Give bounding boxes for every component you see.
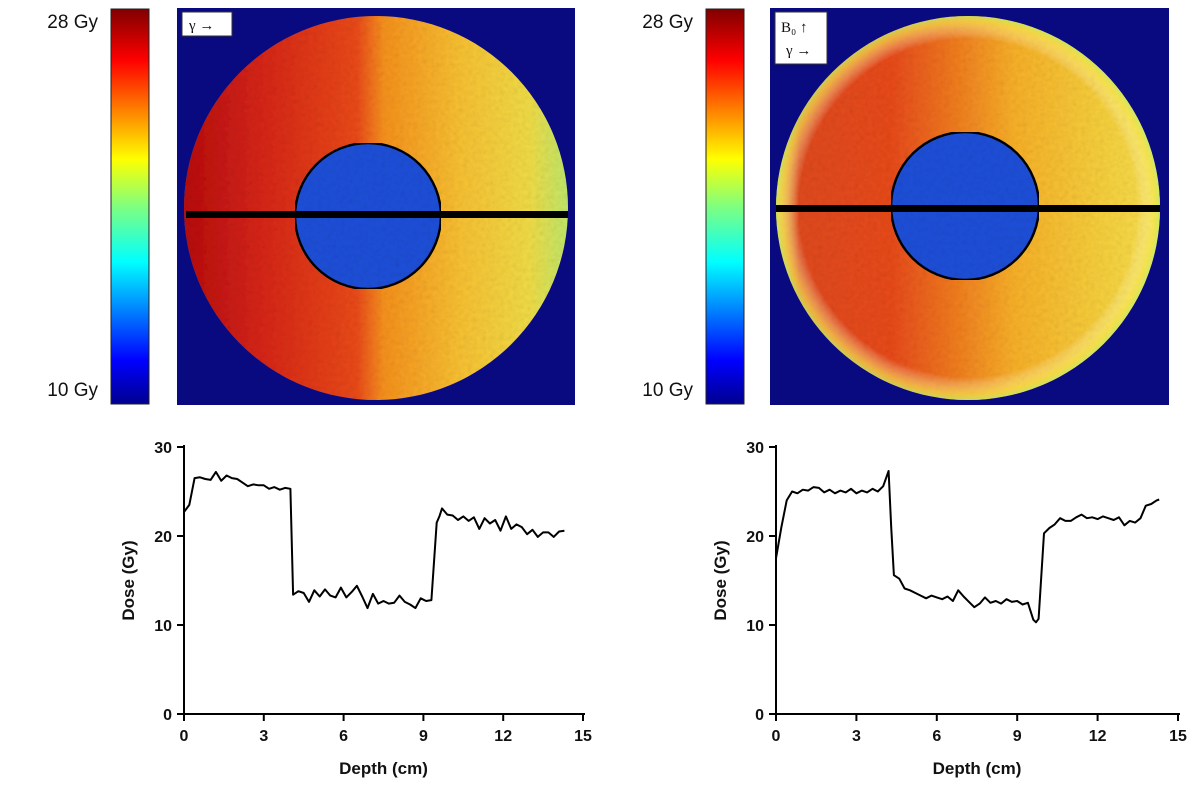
x-tick-label: 6 — [932, 728, 941, 745]
y-axis-title: Dose (Gy) — [711, 540, 730, 620]
profile-line-right — [776, 205, 1160, 212]
colorbar-max-label-left: 28 Gy — [47, 12, 98, 33]
colorbar-right — [705, 8, 745, 405]
dose-profile-plot-right: 0 3 6 9 12 15 0 10 20 30 Depth (cm) Dose (Gy) — [711, 440, 1187, 778]
beam-direction-label-left: γ → — [188, 18, 214, 34]
beam-legend-right: B₀ ↑ γ → — [774, 11, 828, 65]
x-tick-label: 15 — [1169, 728, 1187, 745]
x-tick-label: 0 — [772, 728, 781, 745]
x-tick-label: 0 — [180, 728, 189, 745]
beam-direction-label-right: γ → — [785, 43, 811, 59]
field-direction-label-right: B₀ ↑ — [781, 20, 807, 36]
y-tick-label: 20 — [154, 529, 172, 546]
x-tick-label: 3 — [259, 728, 268, 745]
dose-map-panel-left: 28 Gy 10 Gy γ → — [47, 8, 575, 405]
x-tick-label: 9 — [1013, 728, 1022, 745]
y-tick-label: 30 — [154, 440, 172, 457]
colorbar-min-label-right: 10 Gy — [642, 380, 693, 401]
y-tick-label: 30 — [746, 440, 764, 457]
dose-profile-plot-left: 0 3 6 9 12 15 0 10 20 30 Depth (cm) Dose (Gy) — [119, 440, 592, 778]
y-axis-title: Dose (Gy) — [119, 540, 138, 620]
x-tick-label: 12 — [494, 728, 512, 745]
profile-line-left — [186, 211, 568, 218]
y-tick-label: 10 — [746, 618, 764, 635]
x-axis-title: Depth (cm) — [339, 759, 428, 778]
y-tick-label: 20 — [746, 529, 764, 546]
x-tick-label: 9 — [419, 728, 428, 745]
x-axis-title: Depth (cm) — [933, 759, 1022, 778]
x-tick-label: 3 — [852, 728, 861, 745]
y-tick-label: 10 — [154, 618, 172, 635]
dose-profile-line — [183, 470, 565, 610]
dose-profile-line — [775, 470, 1160, 624]
colorbar-max-label-right: 28 Gy — [642, 12, 693, 33]
y-tick-label: 0 — [755, 707, 764, 724]
colorbar-min-label-left: 10 Gy — [47, 380, 98, 401]
x-tick-label: 6 — [339, 728, 348, 745]
beam-legend-left: γ → — [181, 11, 233, 37]
colorbar-left — [110, 8, 150, 405]
x-tick-label: 15 — [574, 728, 592, 745]
dose-map-panel-right: 28 Gy 10 Gy B₀ ↑ γ → — [642, 8, 1169, 405]
y-tick-label: 0 — [163, 707, 172, 724]
x-tick-label: 12 — [1089, 728, 1107, 745]
